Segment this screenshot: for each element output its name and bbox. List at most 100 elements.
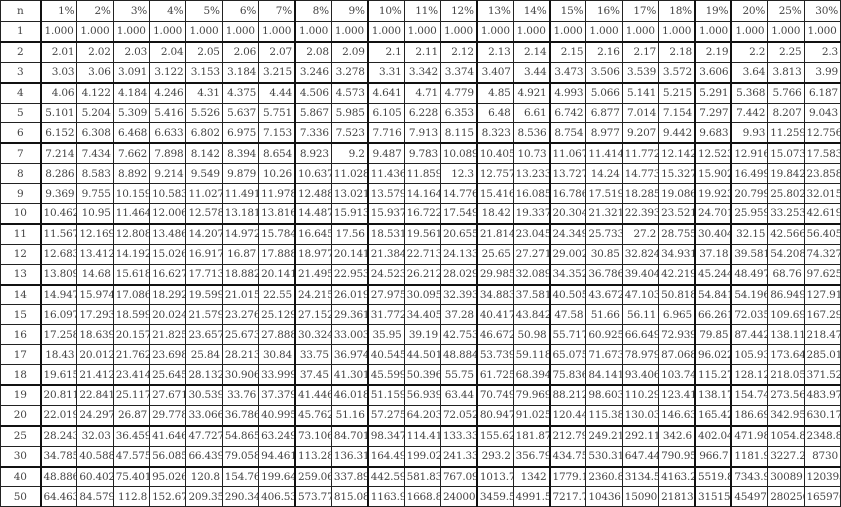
period-cell: 3 <box>0 61 41 84</box>
factor-cell: 630.17 <box>803 404 841 427</box>
factor-cell: 6.742 <box>548 102 587 124</box>
factor-cell: 7.153 <box>258 122 296 144</box>
factor-cell: 154.74 <box>730 384 769 406</box>
factor-cell: 14.776 <box>439 183 478 205</box>
period-cell: 1 <box>0 20 41 43</box>
factor-cell: 14.164 <box>403 183 441 205</box>
factor-cell: 173.64 <box>767 344 805 366</box>
factor-cell: 9.214 <box>149 163 187 185</box>
factor-cell: 25.129 <box>258 304 296 326</box>
factor-cell: 1.000 <box>149 20 187 43</box>
factor-cell: 88.212 <box>548 384 587 406</box>
factor-cell: 26.87 <box>112 404 151 427</box>
period-cell: 5 <box>0 102 41 124</box>
factor-cell: 28.132 <box>185 364 223 386</box>
column-header-rate: 7% <box>258 0 296 22</box>
factor-cell: 3.246 <box>294 61 332 84</box>
factor-cell: 8.654 <box>258 142 296 165</box>
factor-cell: 3.64 <box>730 61 769 84</box>
factor-cell: 36.974 <box>330 344 369 366</box>
factor-cell: 51.16 <box>330 404 369 427</box>
factor-cell: 45.599 <box>366 364 405 386</box>
factor-cell: 434.75 <box>548 445 587 468</box>
factor-cell: 24.701 <box>693 203 732 225</box>
factor-cell: 371.52 <box>803 364 841 386</box>
factor-cell: 15.974 <box>76 283 114 306</box>
factor-cell: 21813 <box>658 486 696 507</box>
factor-cell: 8.923 <box>294 142 332 165</box>
factor-cell: 21.412 <box>76 364 114 386</box>
factor-cell: 22.55 <box>258 283 296 306</box>
factor-cell: 120393 <box>803 465 841 488</box>
factor-cell: 12.3 <box>439 163 478 185</box>
factor-cell: 33.066 <box>185 404 223 427</box>
factor-cell: 4.375 <box>221 81 260 104</box>
factor-cell: 136.31 <box>330 445 369 468</box>
factor-cell: 39.581 <box>730 243 769 265</box>
factor-cell: 13.412 <box>76 243 114 265</box>
factor-cell: 273.56 <box>767 384 805 406</box>
factor-cell: 80.947 <box>475 404 514 427</box>
factor-cell: 5.637 <box>221 102 260 124</box>
factor-cell: 1.000 <box>185 20 223 43</box>
factor-cell: 6.633 <box>149 122 187 144</box>
factor-cell: 4.506 <box>294 81 332 104</box>
period-cell: 40 <box>0 465 41 488</box>
factor-cell: 17.549 <box>439 203 478 225</box>
factor-cell: 25.84 <box>185 344 223 366</box>
table-row: 7 7.214 7.434 7.662 7.898 8.142 8.394 8.654 8.92… <box>0 142 841 165</box>
factor-cell: 9.487 <box>366 142 405 165</box>
factor-cell: 32.393 <box>439 283 478 306</box>
factor-cell: 40.995 <box>258 404 296 427</box>
factor-cell: 17.519 <box>585 183 623 205</box>
factor-cell: 6.468 <box>112 122 151 144</box>
factor-cell: 2348.8 <box>803 424 841 447</box>
factor-cell: 2360.8 <box>585 465 623 488</box>
factor-cell: 13.486 <box>149 222 187 245</box>
factor-cell: 96.022 <box>693 344 732 366</box>
factor-cell: 2.15 <box>548 40 587 63</box>
factor-cell: 84.701 <box>330 424 369 447</box>
factor-cell: 14.68 <box>76 263 114 286</box>
factor-cell: 10436 <box>585 486 623 507</box>
factor-cell: 12.578 <box>185 203 223 225</box>
factor-cell: 4.921 <box>512 81 551 104</box>
table-row: 30 34.785 40.588 47.575 56.085 66.439 79.058 94… <box>0 445 841 468</box>
factor-cell: 48.497 <box>730 263 769 286</box>
factor-cell: 17.56 <box>330 222 369 245</box>
table-row: 11 11.567 12.169 12.808 13.486 14.207 14.972 15… <box>0 222 841 245</box>
factor-cell: 7.336 <box>294 122 332 144</box>
factor-cell: 84.141 <box>585 364 623 386</box>
factor-cell: 471.98 <box>730 424 769 447</box>
factor-cell: 6.975 <box>221 122 260 144</box>
table-row: 5 5.101 5.204 5.309 5.416 5.526 5.637 5.751 5.86… <box>0 102 841 124</box>
factor-cell: 6.152 <box>39 122 78 144</box>
factor-cell: 79.85 <box>693 324 732 346</box>
factor-cell: 45.244 <box>693 263 732 286</box>
factor-cell: 51.66 <box>585 304 623 326</box>
factor-cell: 114.41 <box>403 424 441 447</box>
factor-cell: 3.215 <box>258 61 296 84</box>
column-header-rate: 6% <box>221 0 260 22</box>
factor-cell: 966.7 <box>693 445 732 468</box>
table-row: 2 2.01 2.02 2.03 2.04 2.05 2.06 2.07 2.08 2.09 2.1… <box>0 40 841 63</box>
factor-cell: 5.867 <box>294 102 332 124</box>
factor-cell: 11.567 <box>39 222 78 245</box>
factor-cell: 2.13 <box>475 40 514 63</box>
table-row: 40 48.886 60.402 75.401 95.026 120.8 154.76 199… <box>0 465 841 488</box>
factor-cell: 46.018 <box>330 384 369 406</box>
factor-cell: 61.725 <box>475 364 514 386</box>
period-cell: 14 <box>0 283 41 306</box>
factor-cell: 10.637 <box>294 163 332 185</box>
factor-cell: 2.14 <box>512 40 551 63</box>
factor-cell: 40.545 <box>366 344 405 366</box>
factor-cell: 8.536 <box>512 122 551 144</box>
factor-cell: 54.208 <box>767 243 805 265</box>
factor-cell: 54.196 <box>730 283 769 306</box>
factor-cell: 3.153 <box>185 61 223 84</box>
factor-cell: 6.48 <box>475 102 514 124</box>
factor-cell: 113.28 <box>294 445 332 468</box>
factor-cell: 2.06 <box>221 40 260 63</box>
factor-cell: 16.87 <box>221 243 260 265</box>
factor-cell: 165.42 <box>693 404 732 427</box>
